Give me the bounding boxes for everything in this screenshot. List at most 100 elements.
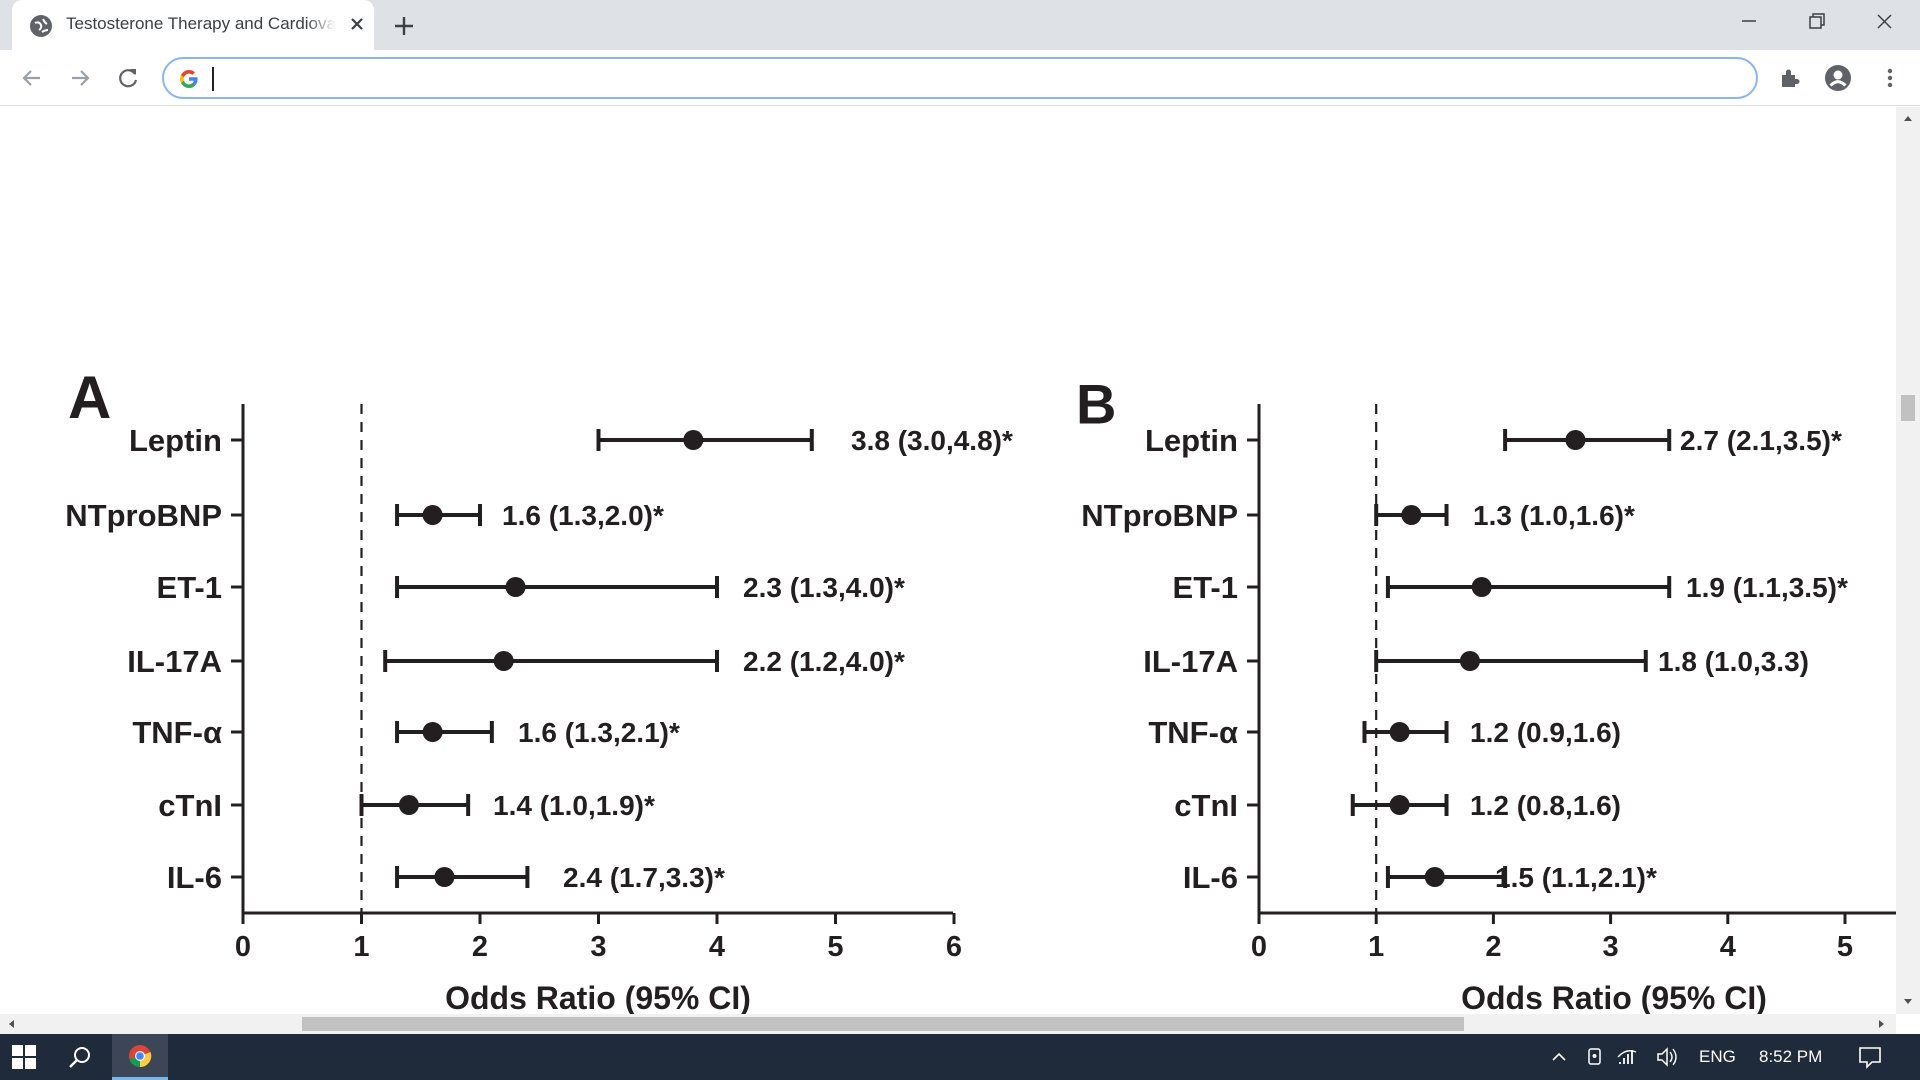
row-label: NTproBNP <box>65 498 222 533</box>
estimate-point <box>1389 795 1410 815</box>
notification-icon[interactable] <box>1858 1045 1882 1069</box>
x-tick-label: 3 <box>590 931 606 963</box>
scroll-up-arrow-icon[interactable] <box>1904 116 1912 121</box>
x-tick-label: 4 <box>709 931 725 963</box>
vertical-scrollbar[interactable] <box>1896 107 1920 1014</box>
windows-start-icon[interactable] <box>12 1045 36 1069</box>
reload-button[interactable] <box>114 64 142 92</box>
estimate-point <box>1401 505 1422 525</box>
row-label: cTnI <box>158 788 222 823</box>
estimate-annotation: 1.6 (1.3,2.0)* <box>502 500 664 531</box>
close-tab-icon[interactable] <box>346 13 368 35</box>
address-input[interactable] <box>210 65 1710 91</box>
estimate-annotation: 1.2 (0.9,1.6) <box>1470 717 1621 748</box>
estimate-annotation: 1.3 (1.0,1.6)* <box>1473 500 1635 531</box>
estimate-point <box>1389 722 1410 742</box>
language-indicator[interactable]: ENG <box>1699 1047 1736 1066</box>
estimate-annotation: 1.2 (0.8,1.6) <box>1470 790 1621 821</box>
row-label: IL-17A <box>1143 644 1238 679</box>
x-tick-label: 1 <box>353 931 369 963</box>
estimate-point <box>505 577 526 597</box>
estimate-point <box>434 867 455 887</box>
estimate-point <box>683 430 704 450</box>
estimate-point <box>1471 577 1492 597</box>
minimize-button[interactable] <box>1714 0 1782 44</box>
row-label: ET-1 <box>157 570 222 605</box>
page-viewport: A 0 1 2 3 4 5 6 Odds Ratio (95% CI) Leptin 3.8 (3.… <box>0 107 1896 1014</box>
row-label: Leptin <box>1145 423 1238 458</box>
x-tick-label: 0 <box>1251 931 1267 963</box>
row-label: IL-17A <box>127 644 222 679</box>
x-tick-label: 4 <box>1720 931 1736 963</box>
new-tab-button[interactable] <box>390 12 418 40</box>
estimate-annotation: 1.6 (1.3,2.1)* <box>518 717 680 748</box>
x-tick-label: 6 <box>946 931 962 963</box>
menu-icon[interactable] <box>1876 64 1904 92</box>
panel-a: A 0 1 2 3 4 5 6 Odds Ratio (95% CI) Leptin 3.8 (3.… <box>65 364 1013 1014</box>
row-label: IL-6 <box>167 860 222 895</box>
x-axis-label: Odds Ratio (95% CI) <box>445 980 751 1014</box>
extensions-icon[interactable] <box>1776 64 1804 92</box>
profile-icon[interactable] <box>1824 64 1852 92</box>
tab-strip: Testosterone Therapy and Cardiovascular <box>0 0 1920 50</box>
clock[interactable]: 8:52 PM <box>1759 1047 1823 1066</box>
estimate-point <box>1459 651 1480 671</box>
back-button[interactable] <box>18 64 46 92</box>
estimate-annotation: 3.8 (3.0,4.8)* <box>851 425 1013 456</box>
restore-button[interactable] <box>1782 0 1850 44</box>
row-label: Leptin <box>129 423 222 458</box>
estimate-point <box>422 505 443 525</box>
row-label: NTproBNP <box>1081 498 1238 533</box>
x-tick-label: 0 <box>235 931 251 963</box>
x-axis-label: Odds Ratio (95% CI) <box>1461 980 1767 1014</box>
horizontal-scrollbar[interactable] <box>0 1014 1896 1034</box>
forest-plot-figure: A 0 1 2 3 4 5 6 Odds Ratio (95% CI) Leptin 3.8 (3.… <box>65 364 1896 1014</box>
network-icon[interactable] <box>1617 1050 1637 1064</box>
estimate-annotation: 1.4 (1.0,1.9)* <box>493 790 655 821</box>
row-label: TNF-α <box>132 715 222 750</box>
chrome-taskbar-button[interactable] <box>112 1034 168 1080</box>
panel-b: B 0 1 2 3 4 5 Odds Ratio (95% CI) Leptin 2.7 (2.1… <box>1076 372 1896 1014</box>
scroll-left-arrow-icon[interactable] <box>9 1020 14 1028</box>
estimate-point <box>398 795 419 815</box>
meet-now-icon[interactable] <box>1588 1048 1601 1065</box>
estimate-annotation: 1.8 (1.0,3.3) <box>1658 646 1809 677</box>
google-icon <box>178 68 200 90</box>
volume-icon[interactable] <box>1657 1047 1677 1067</box>
estimate-point <box>1424 867 1445 887</box>
text-cursor <box>212 67 214 91</box>
panel-label: B <box>1076 372 1116 435</box>
estimate-annotation: 1.5 (1.1,2.1)* <box>1495 862 1657 893</box>
row-label: TNF-α <box>1148 715 1238 750</box>
address-bar[interactable] <box>162 57 1758 99</box>
estimate-point <box>422 722 443 742</box>
close-window-button[interactable] <box>1850 0 1918 44</box>
tab-title: Testosterone Therapy and Cardiovascular <box>66 14 336 34</box>
browser-toolbar <box>0 50 1920 106</box>
row-label: cTnI <box>1174 788 1238 823</box>
x-tick-label: 2 <box>472 931 488 963</box>
estimate-annotation: 2.2 (1.2,4.0)* <box>743 646 905 677</box>
scroll-down-arrow-icon[interactable] <box>1904 999 1912 1004</box>
windows-taskbar: ENG 8:52 PM <box>0 1034 1920 1080</box>
vertical-scroll-thumb[interactable] <box>1901 395 1915 421</box>
estimate-point <box>493 651 514 671</box>
estimate-annotation: 2.4 (1.7,3.3)* <box>563 862 725 893</box>
system-tray: ENG 8:52 PM <box>1546 1034 1846 1080</box>
scroll-right-arrow-icon[interactable] <box>1879 1020 1884 1028</box>
estimate-point <box>1565 430 1586 450</box>
x-tick-label: 1 <box>1368 931 1384 963</box>
row-label: IL-6 <box>1183 860 1238 895</box>
estimate-annotation: 1.9 (1.1,3.5)* <box>1686 572 1848 603</box>
search-icon[interactable] <box>66 1044 94 1072</box>
horizontal-scroll-thumb[interactable] <box>302 1017 1464 1031</box>
x-tick-label: 5 <box>827 931 843 963</box>
x-tick-label: 5 <box>1837 931 1853 963</box>
estimate-annotation: 2.3 (1.3,4.0)* <box>743 572 905 603</box>
browser-tab[interactable]: Testosterone Therapy and Cardiovascular <box>12 0 374 50</box>
estimate-annotation: 2.7 (2.1,3.5)* <box>1680 425 1842 456</box>
forward-button[interactable] <box>66 64 94 92</box>
globe-icon <box>30 15 52 37</box>
panel-label: A <box>68 364 111 431</box>
chevron-up-icon[interactable] <box>1552 1052 1566 1061</box>
